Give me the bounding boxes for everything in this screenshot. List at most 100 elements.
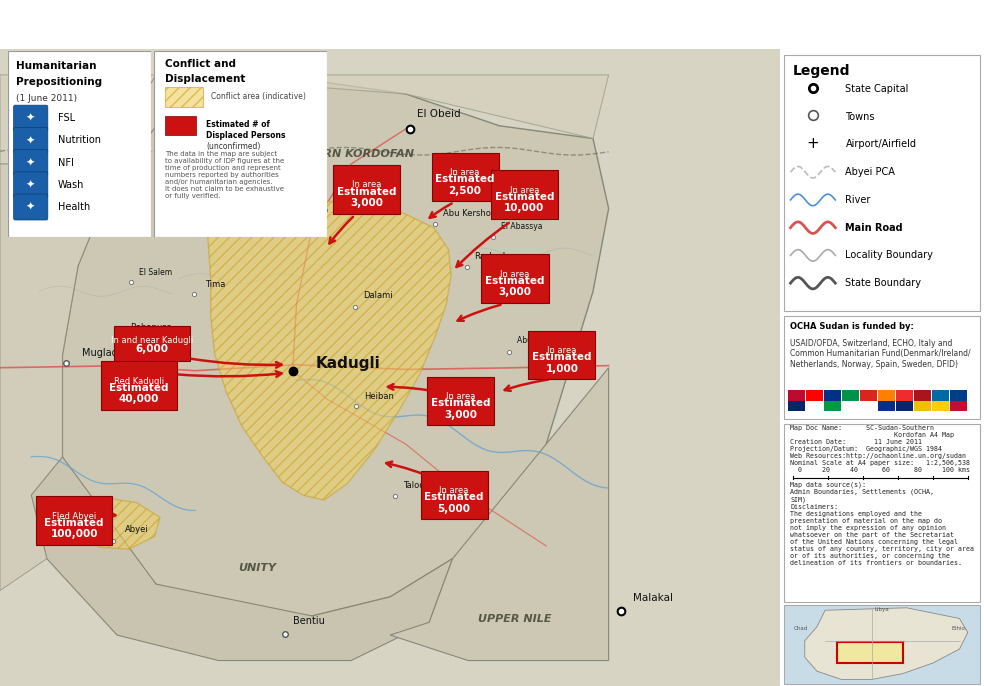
FancyBboxPatch shape [784,605,980,685]
Text: Dalami: Dalami [363,292,393,300]
Text: Tima: Tima [206,281,225,289]
Text: Bentiu: Bentiu [292,616,325,626]
Text: Estimated
3,000: Estimated 3,000 [485,276,545,298]
Bar [825,390,841,412]
FancyBboxPatch shape [784,423,980,602]
Bar [837,642,902,663]
Text: Estimated
1,000: Estimated 1,000 [532,352,591,374]
Text: The data in the map are subject
to availability of IDP figures at the
time of pr: The data in the map are subject to avail… [165,152,284,200]
Text: In area: In area [352,180,382,189]
Polygon shape [391,368,609,661]
FancyBboxPatch shape [154,51,327,237]
Bar [165,116,196,134]
FancyBboxPatch shape [784,316,980,418]
FancyBboxPatch shape [14,172,48,198]
Text: Estimated
5,000: Estimated 5,000 [424,493,484,514]
Text: Displacement: Displacement [165,73,245,84]
Text: Abu Jibaiba: Abu Jibaiba [517,336,560,346]
Text: Ethio.: Ethio. [952,626,967,631]
Text: El Salem: El Salem [139,268,172,276]
FancyBboxPatch shape [528,331,595,379]
FancyBboxPatch shape [114,327,190,361]
Text: Legend: Legend [792,64,850,78]
Polygon shape [77,498,160,549]
Bar [914,390,931,412]
Polygon shape [62,75,609,616]
Text: Estimated
3,000: Estimated 3,000 [431,398,490,420]
Text: El Obeid: El Obeid [417,110,461,119]
Text: (unconfirmed): (unconfirmed) [207,142,261,151]
Text: Dilling: Dilling [287,212,314,222]
Text: Airport/Airfield: Airport/Airfield [845,139,916,150]
Bar [842,390,859,412]
Text: ✦: ✦ [26,135,35,145]
Text: Talodi: Talodi [402,481,427,490]
Text: Main Road: Main Road [845,223,903,233]
Text: Coordination Saves Lives: Coordination Saves Lives [905,36,984,45]
Bar [878,390,895,412]
Text: Wash: Wash [58,180,85,190]
Text: Heiban: Heiban [364,392,394,401]
Text: ✦: ✦ [26,202,35,212]
Text: Map Doc Name:      SC-Sudan-Southern
                          Kordofan A4 Map
C: Map Doc Name: SC-Sudan-Southern Kordofan… [790,425,974,566]
FancyBboxPatch shape [100,362,177,410]
Text: NORTHERN KORDOFAN: NORTHERN KORDOFAN [273,150,414,159]
Text: Estimated # of: Estimated # of [207,120,270,129]
Text: USAID/OFDA, Switzerland, ECHO, Italy and
Common Humanitarian Fund(Denmark/Irelan: USAID/OFDA, Switzerland, ECHO, Italy and… [790,339,971,369]
Text: State Boundary: State Boundary [845,278,921,288]
Text: Estimated
3,000: Estimated 3,000 [337,187,397,209]
Bar [896,390,913,412]
Text: Chad: Chad [793,626,808,631]
FancyBboxPatch shape [8,51,151,237]
Text: UPPER NILE: UPPER NILE [478,614,552,624]
FancyBboxPatch shape [427,377,494,425]
Text: Towns: Towns [845,112,875,121]
Text: Prepositioning: Prepositioning [17,78,102,87]
Text: Health: Health [58,202,91,212]
Text: 11 June 2011: 11 June 2011 [8,36,82,45]
Bar [896,401,913,412]
Text: Locality Boundary: Locality Boundary [845,250,934,261]
Bar [825,401,841,412]
Text: Libya: Libya [875,607,890,612]
Text: SUDAN :: SUDAN : [8,11,90,26]
Text: Estimated
40,000: Estimated 40,000 [109,383,168,404]
Text: ✦: ✦ [26,180,35,190]
FancyBboxPatch shape [491,170,558,219]
Bar [788,401,805,412]
FancyBboxPatch shape [165,86,203,107]
Polygon shape [0,75,609,164]
Text: In area: In area [547,346,577,355]
Text: In area: In area [510,186,539,195]
FancyBboxPatch shape [14,105,48,131]
FancyBboxPatch shape [420,471,488,519]
Text: Fled Abyei: Fled Abyei [52,512,96,521]
Text: Abu Kershola: Abu Kershola [443,209,499,218]
Text: FSL: FSL [58,113,75,123]
FancyBboxPatch shape [432,152,499,201]
Text: In area: In area [500,270,529,279]
Text: River: River [845,195,871,205]
Text: Humanitarian: Humanitarian [17,60,97,71]
Polygon shape [0,49,780,686]
Text: In area: In area [446,392,475,401]
Polygon shape [805,608,967,679]
Bar [950,390,966,412]
Text: Estimated
100,000: Estimated 100,000 [44,518,104,539]
Text: ✦: ✦ [26,113,35,123]
Text: Estimated
2,500: Estimated 2,500 [435,174,495,196]
Text: NFI: NFI [58,158,74,167]
Bar [788,390,805,412]
Text: ✦: ✦ [26,158,35,167]
Text: Conflict area (indicative): Conflict area (indicative) [212,92,306,101]
Text: Red Kadugli: Red Kadugli [114,377,164,386]
Text: Malakal: Malakal [633,593,673,603]
Text: Southern Kordofan Conflict and Displaced Persons Map: Southern Kordofan Conflict and Displaced… [89,11,491,26]
Text: Displaced Persons: Displaced Persons [207,131,285,140]
Polygon shape [207,200,451,500]
Bar [932,401,949,412]
Polygon shape [31,457,453,661]
Bar [860,390,877,412]
FancyBboxPatch shape [784,55,980,311]
Text: OCHA Sudan is funded by:: OCHA Sudan is funded by: [790,322,914,331]
